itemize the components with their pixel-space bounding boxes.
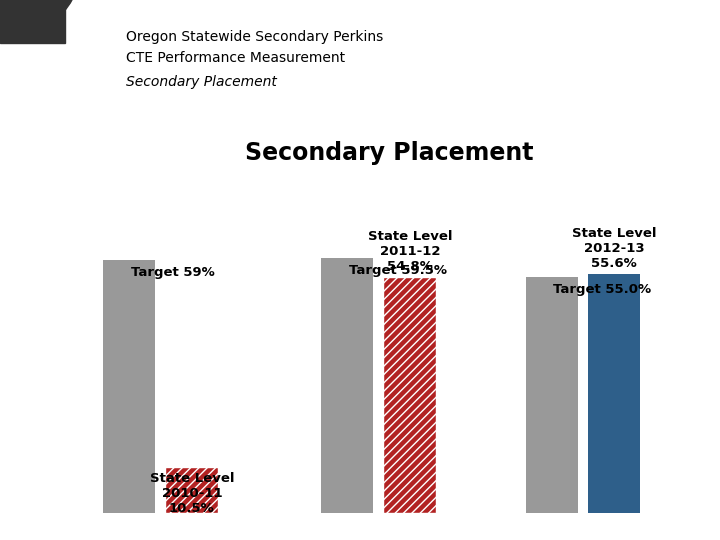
Bar bbox=[104, 260, 155, 513]
Bar bbox=[588, 274, 640, 513]
Text: CTE Performance Measurement: CTE Performance Measurement bbox=[126, 51, 345, 65]
Text: Target 55.0%: Target 55.0% bbox=[553, 284, 651, 296]
Bar bbox=[166, 468, 217, 513]
Bar bbox=[321, 258, 373, 513]
Text: Target 59.5%: Target 59.5% bbox=[348, 264, 446, 277]
Text: Oregon Statewide Secondary Perkins: Oregon Statewide Secondary Perkins bbox=[126, 30, 383, 44]
Text: Secondary Placement: Secondary Placement bbox=[126, 75, 277, 89]
Text: State Level
2012-13
55.6%: State Level 2012-13 55.6% bbox=[572, 227, 657, 270]
Text: State Level
2011-12
54.8%: State Level 2011-12 54.8% bbox=[368, 231, 452, 273]
Bar bbox=[384, 278, 436, 513]
Text: Target 59%: Target 59% bbox=[130, 266, 215, 279]
Text: Secondary Placement: Secondary Placement bbox=[245, 141, 533, 165]
Text: State Level
2010-11
10.5%: State Level 2010-11 10.5% bbox=[150, 472, 234, 515]
Bar bbox=[526, 277, 577, 513]
